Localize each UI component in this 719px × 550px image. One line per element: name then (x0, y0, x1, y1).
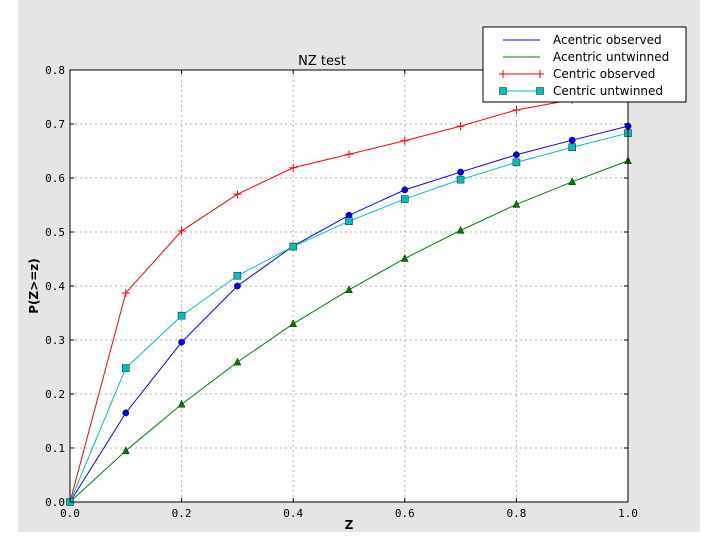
data-point-circle (233, 282, 241, 290)
data-point-plus (499, 70, 507, 78)
data-point-square (568, 143, 577, 152)
series-acentric-untwinned (66, 156, 632, 506)
y-tick-label: 0.1 (45, 442, 65, 455)
data-point-triangle (512, 200, 521, 208)
legend-label: Centric observed (553, 67, 655, 81)
data-point-triangle (456, 225, 465, 234)
data-point-square (233, 271, 242, 280)
data-point-plus (536, 70, 544, 78)
data-point-square (345, 217, 353, 225)
data-point-square (177, 311, 186, 320)
data-point-plus (233, 190, 242, 199)
data-point-triangle (177, 399, 186, 408)
x-tick-label: 0.2 (172, 507, 192, 520)
y-tick-label: 0.0 (45, 496, 65, 509)
data-point-triangle (233, 357, 242, 366)
data-point-square (400, 195, 409, 203)
data-point-square (456, 175, 465, 184)
y-tick-label: 0.5 (45, 226, 65, 239)
y-axis-label: P(Z>=z) (27, 258, 41, 314)
y-tick-label: 0.7 (45, 118, 65, 131)
data-point-plus (345, 150, 353, 159)
data-point-circle (122, 409, 130, 417)
data-point-triangle (289, 319, 298, 327)
data-point-triangle (121, 446, 130, 454)
data-point-square (499, 87, 507, 95)
chart-title: NZ test (298, 54, 346, 69)
data-point-circle (457, 168, 464, 176)
data-point-plus (121, 289, 130, 298)
legend: Acentric observed Acentric untwinned Centr… (482, 26, 687, 103)
x-tick-label: 0.0 (60, 507, 80, 520)
data-point-plus (456, 122, 465, 131)
legend-label: Acentric untwinned (553, 50, 669, 64)
data-point-circle (513, 151, 520, 159)
x-tick-label: 1.0 (618, 507, 638, 520)
data-point-circle (178, 338, 186, 346)
x-tick-label: 0.6 (395, 507, 415, 520)
data-point-circle (568, 136, 576, 144)
data-point-plus (400, 136, 409, 145)
legend-label: Centric untwinned (553, 84, 663, 98)
y-tick-label: 0.6 (45, 172, 65, 185)
legend-label: Acentric observed (553, 33, 662, 47)
y-tick-label: 0.3 (45, 334, 65, 347)
x-tick-label: 0.4 (283, 507, 303, 520)
data-point-plus (177, 226, 186, 235)
y-tick-label: 0.4 (45, 280, 65, 293)
data-point-triangle (400, 254, 409, 262)
data-point-triangle (345, 285, 353, 293)
x-tick-label: 0.8 (506, 507, 526, 520)
x-axis-label: Z (345, 518, 354, 532)
data-point-square (289, 242, 298, 251)
y-tick-label: 0.2 (45, 388, 65, 401)
data-point-plus (512, 105, 521, 114)
data-point-plus (289, 163, 298, 172)
data-point-triangle (568, 177, 577, 185)
y-tick-label: 0.8 (45, 64, 65, 77)
data-point-square (122, 364, 130, 372)
data-point-circle (401, 186, 409, 194)
data-point-square (536, 87, 544, 95)
data-point-square (512, 158, 521, 167)
